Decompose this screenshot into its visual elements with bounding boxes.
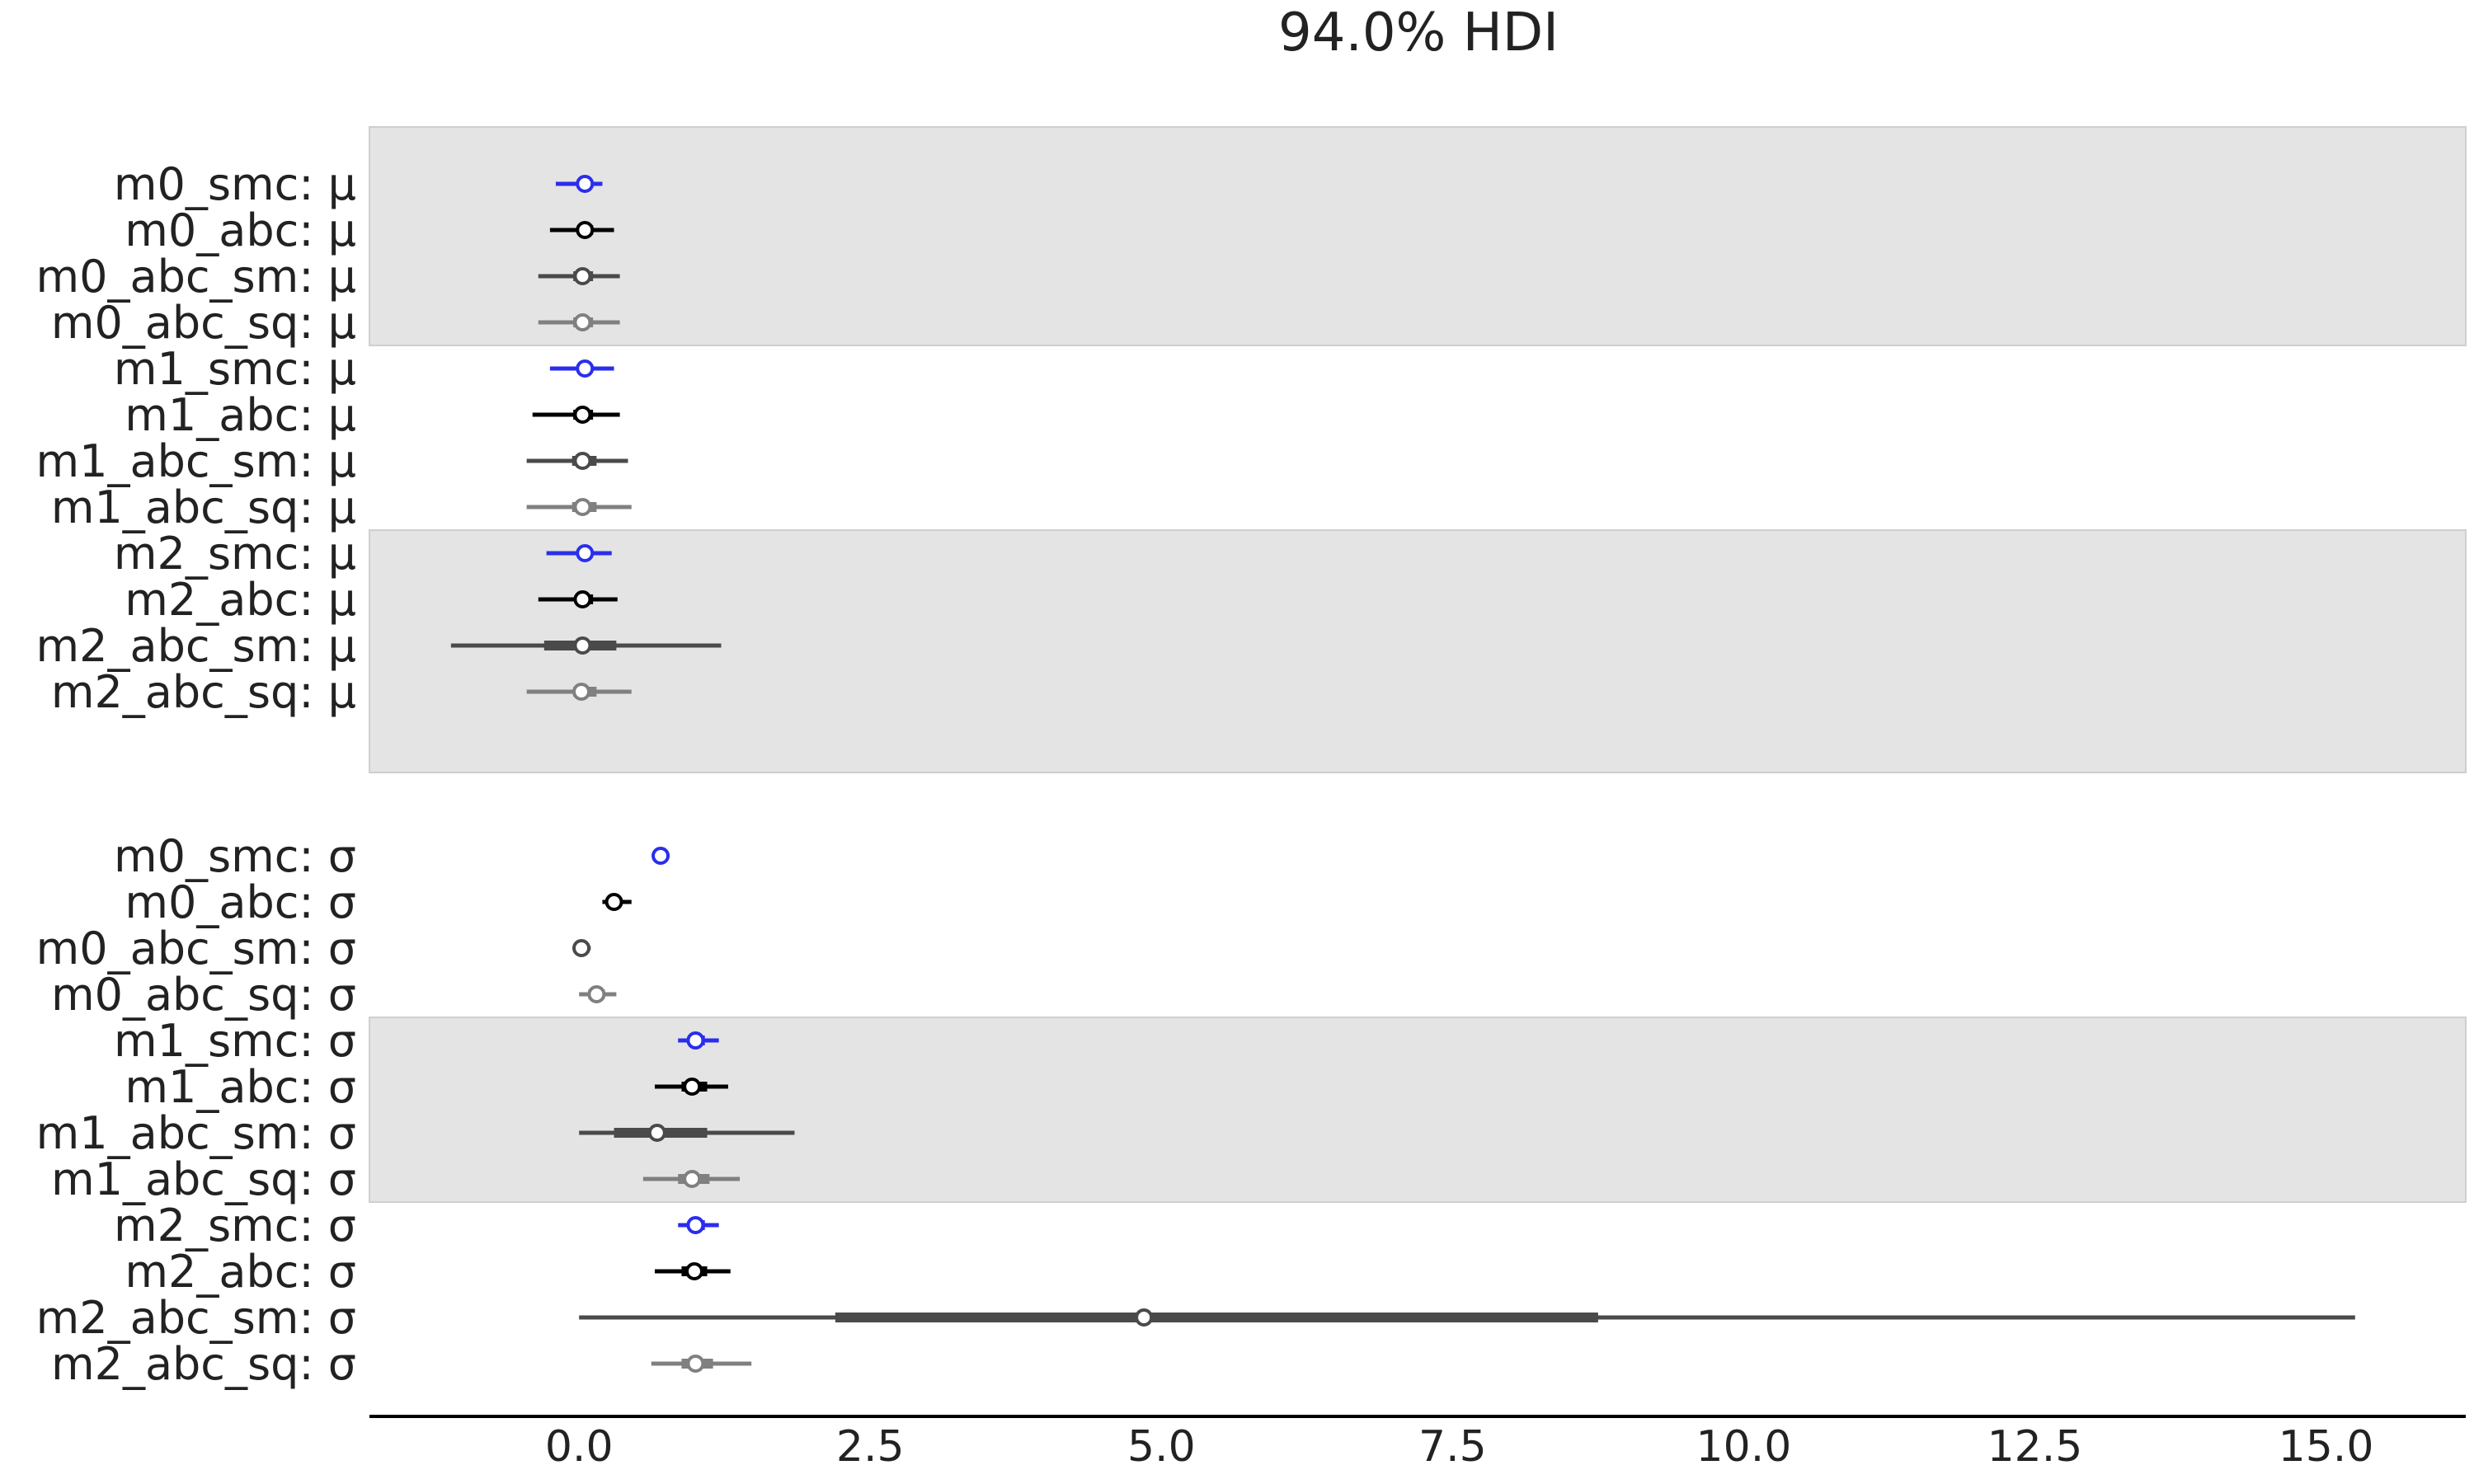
median-point xyxy=(573,498,592,516)
shaded-band xyxy=(369,126,2467,346)
chart-title: 94.0% HDI xyxy=(1278,2,1559,63)
median-point xyxy=(1135,1308,1154,1327)
row-label: m1_smc: σ xyxy=(114,1015,356,1067)
x-tick-label: 10.0 xyxy=(1696,1422,1792,1472)
row-label: m2_abc_sq: σ xyxy=(51,1338,356,1390)
row-label: m0_abc_sq: σ xyxy=(51,969,356,1021)
median-point xyxy=(604,893,623,911)
median-point xyxy=(651,847,670,865)
median-point xyxy=(573,452,592,470)
median-point xyxy=(685,1262,704,1280)
row-label: m1_abc_sm: μ xyxy=(36,435,356,487)
row-label: m0_smc: σ xyxy=(114,830,356,882)
row-label: m1_smc: μ xyxy=(114,343,356,395)
median-point xyxy=(683,1170,702,1188)
shaded-band xyxy=(369,1017,2467,1203)
median-point xyxy=(587,985,606,1003)
x-tick-label: 7.5 xyxy=(1418,1422,1487,1472)
row-label: m0_abc_sm: σ xyxy=(36,923,356,974)
row-label: m1_abc: μ xyxy=(125,389,356,441)
median-point xyxy=(683,1078,702,1096)
row-label: m2_abc_sm: σ xyxy=(36,1292,356,1344)
row-label: m2_smc: σ xyxy=(114,1200,356,1252)
median-point xyxy=(576,359,595,378)
row-label: m2_abc: σ xyxy=(125,1246,356,1298)
median-point xyxy=(573,406,592,424)
median-point xyxy=(686,1031,705,1050)
row-label: m0_abc_sq: μ xyxy=(51,297,356,349)
median-point xyxy=(576,175,595,193)
row-label: m2_abc: μ xyxy=(125,574,356,626)
x-tick-label: 15.0 xyxy=(2279,1422,2374,1472)
row-label: m0_abc: σ xyxy=(125,876,356,928)
shaded-band xyxy=(369,529,2467,773)
median-point xyxy=(573,590,592,608)
row-label: m0_abc: μ xyxy=(125,204,356,256)
x-tick-label: 12.5 xyxy=(1987,1422,2083,1472)
row-label: m1_abc: σ xyxy=(125,1061,356,1113)
row-label: m2_smc: μ xyxy=(114,528,356,580)
median-point xyxy=(573,267,592,285)
median-point xyxy=(573,636,592,655)
row-label: m1_abc_sm: σ xyxy=(36,1107,356,1159)
median-point xyxy=(686,1216,705,1234)
row-label: m2_abc_sq: μ xyxy=(51,666,356,718)
x-tick-label: 2.5 xyxy=(836,1422,905,1472)
x-tick-label: 0.0 xyxy=(545,1422,614,1472)
row-label: m0_abc_sm: μ xyxy=(36,251,356,303)
median-point xyxy=(572,683,591,701)
x-tick-label: 5.0 xyxy=(1127,1422,1196,1472)
median-point xyxy=(576,544,595,562)
median-point xyxy=(572,939,591,957)
median-point xyxy=(686,1355,705,1373)
row-label: m2_abc_sm: μ xyxy=(36,620,356,672)
median-point xyxy=(573,313,592,331)
row-label: m1_abc_sq: σ xyxy=(51,1153,356,1205)
median-point xyxy=(576,221,595,239)
row-label: m1_abc_sq: μ xyxy=(51,481,356,533)
row-label: m0_smc: μ xyxy=(114,158,356,210)
median-point xyxy=(647,1124,666,1142)
